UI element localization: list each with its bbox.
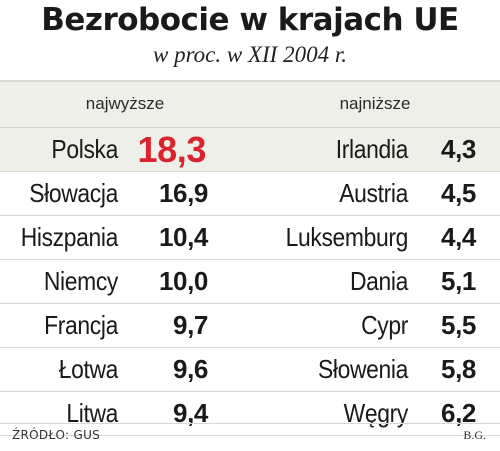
- highest-country-value: 10,0: [158, 266, 208, 296]
- lowest-country-name: Cypr: [361, 310, 408, 340]
- lowest-country-name: Luksemburg: [285, 222, 409, 252]
- highest-country-value: 10,4: [158, 222, 208, 252]
- highest-country-value: 9,4: [173, 398, 208, 428]
- lowest-country-value: 5,8: [441, 354, 476, 384]
- lowest-country-name: Węgry: [343, 398, 409, 428]
- highest-country-name: Łotwa: [58, 354, 119, 384]
- table-row: Polska 18,3 Irlandia 4,3: [0, 128, 500, 172]
- table-row: Francja 9,7 Cypr 5,5: [0, 304, 500, 348]
- lowest-country-name: Irlandia: [335, 134, 409, 164]
- highest-country-name: Francja: [44, 310, 118, 340]
- lowest-country-value: 5,1: [441, 266, 476, 296]
- chart-subtitle: w proc. w XII 2004 r.: [152, 42, 347, 67]
- table-row: Hiszpania 10,4 Luksemburg 4,4: [0, 216, 500, 260]
- highest-country-name: Polska: [51, 134, 119, 164]
- table-body: Polska 18,3 Irlandia 4,3 Słowacja 16,9 Austria…: [0, 128, 500, 436]
- source-note: ŹRÓDŁO: GUS: [12, 428, 101, 442]
- highest-country-name: Słowacja: [29, 178, 119, 208]
- column-header-lowest: najniższe: [339, 94, 411, 113]
- lowest-country-name: Austria: [339, 178, 408, 208]
- table-row: Niemcy 10,0 Dania 5,1: [0, 260, 500, 304]
- lowest-country-value: 4,3: [441, 134, 476, 164]
- bottom-divider: [0, 423, 500, 424]
- highest-country-name: Niemcy: [43, 266, 119, 296]
- highest-country-name: Hiszpania: [20, 222, 119, 252]
- unemployment-table: najwyższe najniższe Polska 18,3 Irlandia 4,…: [0, 80, 500, 436]
- table-header: najwyższe najniższe: [0, 80, 500, 128]
- lowest-country-name: Słowenia: [317, 354, 408, 384]
- lowest-country-value: 5,5: [441, 310, 476, 340]
- table-row: Słowacja 16,9 Austria 4,5: [0, 172, 500, 216]
- highest-country-value: 18,3: [137, 129, 207, 170]
- highest-country-value: 9,7: [173, 310, 208, 340]
- lowest-country-value: 4,5: [441, 178, 476, 208]
- table-row: Łotwa 9,6 Słowenia 5,8: [0, 348, 500, 392]
- author-credit: B.G.: [463, 428, 486, 442]
- chart-title: Bezrobocie w krajach UE: [41, 2, 459, 38]
- lowest-country-name: Dania: [349, 266, 408, 296]
- column-header-highest: najwyższe: [85, 94, 165, 113]
- highest-country-value: 16,9: [158, 178, 208, 208]
- highest-country-value: 9,6: [173, 354, 208, 384]
- lowest-country-value: 4,4: [441, 222, 476, 252]
